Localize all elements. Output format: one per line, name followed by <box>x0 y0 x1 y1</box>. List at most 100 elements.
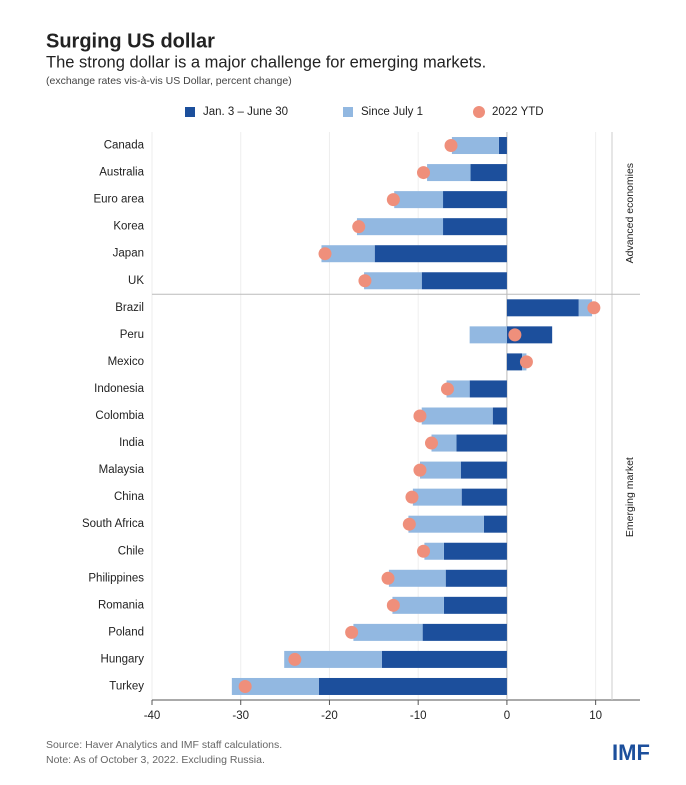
y-tick-label: UK <box>128 275 144 287</box>
dot <box>417 166 431 180</box>
legend-swatch <box>185 107 195 117</box>
x-tick-label: -10 <box>410 710 427 722</box>
bar <box>356 218 444 236</box>
dot <box>318 247 332 261</box>
y-tick-label: Malaysia <box>99 464 145 476</box>
x-tick-label: -20 <box>321 710 338 722</box>
bar <box>506 299 579 317</box>
x-tick-label: 0 <box>504 710 510 722</box>
bar <box>421 272 507 290</box>
y-tick-label: Japan <box>113 248 144 260</box>
group-label: Advanced economies <box>624 163 636 263</box>
dot <box>413 463 427 477</box>
chart-note: (exchange rates vis-à-vis US Dollar, per… <box>46 75 292 87</box>
bar <box>427 164 471 182</box>
bar <box>445 569 507 587</box>
dot <box>440 382 454 396</box>
bar <box>321 245 375 263</box>
bar <box>506 353 522 371</box>
bar <box>498 137 507 155</box>
dot <box>587 301 601 315</box>
dot <box>386 193 400 207</box>
bar <box>424 542 444 560</box>
bar <box>412 488 462 506</box>
y-tick-label: India <box>119 437 145 449</box>
bar <box>374 245 507 263</box>
y-tick-label: Hungary <box>101 653 145 665</box>
dot <box>358 274 372 288</box>
y-tick-label: Canada <box>104 140 145 152</box>
bar <box>392 596 444 614</box>
x-tick-label: -40 <box>144 710 161 722</box>
chart-title: Surging US dollar <box>46 30 215 52</box>
bar <box>460 461 507 479</box>
dot <box>519 355 533 369</box>
y-tick-label: Colombia <box>95 410 144 422</box>
dot <box>405 490 419 504</box>
bar <box>461 488 507 506</box>
bar <box>443 596 507 614</box>
dot <box>381 571 395 585</box>
x-tick-label: -30 <box>232 710 249 722</box>
y-tick-label: South Africa <box>82 518 145 530</box>
bar <box>431 434 457 452</box>
bar <box>451 137 499 155</box>
legend-label: Jan. 3 – June 30 <box>203 106 288 118</box>
chart-subtitle: The strong dollar is a major challenge f… <box>46 53 486 71</box>
dot <box>508 328 522 342</box>
y-tick-label: Turkey <box>109 681 144 693</box>
y-tick-label: Romania <box>98 599 145 611</box>
bar <box>422 623 507 641</box>
y-tick-label: Peru <box>120 329 144 341</box>
y-tick-label: Chile <box>118 545 144 557</box>
y-tick-label: China <box>114 491 145 503</box>
dot <box>345 625 359 639</box>
bar <box>443 218 507 236</box>
bar <box>231 677 319 695</box>
dot <box>417 544 431 558</box>
y-tick-label: Poland <box>108 626 144 638</box>
footnote: Note: As of October 3, 2022. Excluding R… <box>46 754 265 766</box>
bar <box>381 650 507 668</box>
legend-label: 2022 YTD <box>492 106 544 118</box>
bar <box>318 677 507 695</box>
group-label: Emerging market <box>624 457 636 537</box>
y-tick-label: Korea <box>113 221 144 233</box>
bar <box>492 407 507 425</box>
bar <box>469 380 507 398</box>
source: Source: Haver Analytics and IMF staff ca… <box>46 739 282 751</box>
dot <box>444 139 458 153</box>
bar <box>353 623 423 641</box>
dot <box>413 409 427 423</box>
bar <box>483 515 507 533</box>
bar <box>443 542 507 560</box>
dot <box>288 652 302 666</box>
y-tick-label: Mexico <box>108 356 144 368</box>
bar <box>388 569 446 587</box>
dot <box>352 220 366 234</box>
legend-swatch <box>473 106 485 118</box>
bar <box>421 407 493 425</box>
bar <box>443 191 507 209</box>
bar <box>419 461 461 479</box>
y-tick-label: Australia <box>99 167 144 179</box>
logo: IMF <box>612 740 650 765</box>
dot <box>424 436 438 450</box>
y-tick-label: Philippines <box>88 572 144 584</box>
bar <box>469 326 507 344</box>
bar <box>470 164 507 182</box>
y-tick-label: Indonesia <box>94 383 144 395</box>
legend-label: Since July 1 <box>361 106 423 118</box>
bar <box>408 515 484 533</box>
bar <box>578 299 593 317</box>
dot <box>238 679 252 693</box>
bar <box>284 650 382 668</box>
bar <box>364 272 422 290</box>
x-tick-label: 10 <box>589 710 602 722</box>
legend-swatch <box>343 107 353 117</box>
bar <box>394 191 444 209</box>
dot <box>402 517 416 531</box>
y-tick-label: Euro area <box>93 194 144 206</box>
dot <box>386 598 400 612</box>
